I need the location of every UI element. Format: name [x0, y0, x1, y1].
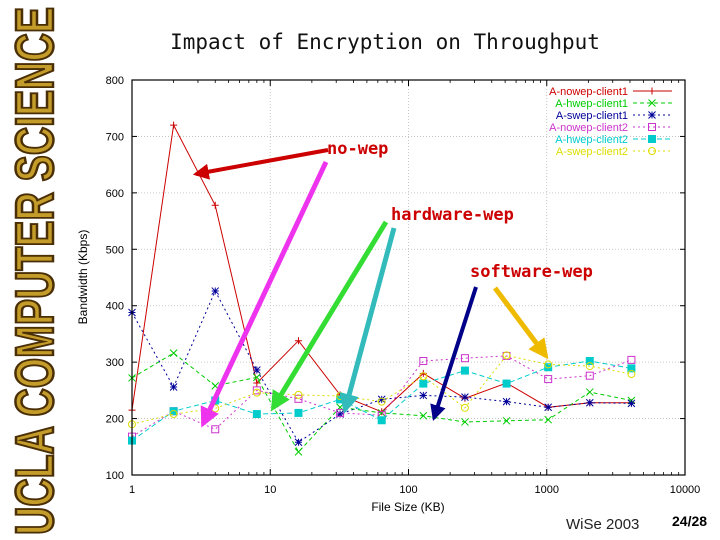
- data-point: [377, 397, 386, 406]
- data-point: [170, 121, 178, 129]
- legend-marker: [648, 111, 656, 119]
- data-point: [460, 366, 469, 375]
- data-point: [627, 355, 636, 364]
- data-point: [294, 408, 303, 417]
- data-point: [169, 407, 178, 416]
- page-number: 24/28: [672, 513, 708, 529]
- data-point: [294, 390, 303, 399]
- software-wep-arrow-client2: [493, 286, 549, 360]
- data-point: [211, 287, 220, 295]
- data-point: [544, 415, 553, 424]
- data-point: [211, 201, 219, 209]
- data-point: [544, 403, 553, 412]
- data-point: [627, 399, 636, 408]
- data-point: [419, 391, 428, 400]
- data-point: [502, 379, 511, 388]
- data-point: [169, 383, 178, 391]
- software-wep-arrow-client1: [430, 286, 478, 422]
- legend-marker: [648, 135, 656, 143]
- data-point: [377, 416, 386, 425]
- legend-label: A-hwep-client1: [555, 98, 628, 110]
- data-point: [252, 388, 261, 397]
- data-point: [627, 364, 636, 373]
- ucla-logo: UCLA COMPUTER SCIENCE: [4, 6, 67, 537]
- data-point: [461, 393, 469, 401]
- y-tick-label: 700: [106, 131, 124, 143]
- no-wep-arrow-nowep-series: [192, 148, 329, 180]
- legend-label: A-hwep-client2: [555, 134, 628, 146]
- data-point: [252, 386, 261, 395]
- data-point: [544, 360, 553, 369]
- hardware-wep-arrow-client1: [270, 220, 389, 412]
- annotation-software-wep: software-wep: [470, 262, 593, 282]
- annotation-hardware-wep: hardware-wep: [391, 205, 514, 225]
- x-tick-label: 1000: [535, 484, 559, 496]
- y-axis-label: Bandwidth (Kbps): [76, 230, 90, 325]
- x-tick-label: 1: [129, 484, 135, 496]
- y-tick-label: 400: [106, 301, 124, 313]
- logo-text: UCLA COMPUTER SCIENCE: [5, 7, 65, 535]
- legend-label: A-swep-client1: [556, 110, 628, 122]
- data-point: [252, 410, 261, 419]
- data-point: [585, 388, 594, 396]
- data-point: [544, 375, 553, 384]
- data-point: [460, 403, 469, 412]
- data-point: [294, 448, 303, 456]
- legend-marker: [648, 87, 656, 95]
- data-point: [585, 398, 594, 407]
- data-point: [419, 372, 428, 381]
- x-axis-label: File Size (KB): [371, 500, 444, 514]
- data-point: [460, 354, 469, 363]
- y-tick-label: 300: [106, 357, 124, 369]
- y-tick-label: 600: [106, 188, 124, 200]
- data-point: [294, 438, 303, 447]
- data-point: [627, 369, 636, 378]
- data-point: [502, 397, 511, 406]
- data-point: [419, 357, 428, 366]
- x-tick-label: 10: [264, 484, 276, 496]
- hardware-wep-arrow-client2: [339, 227, 397, 414]
- data-point: [502, 351, 511, 360]
- data-point: [585, 357, 594, 366]
- legend-marker: [648, 99, 656, 107]
- slide-title: Impact of Encryption on Throughput: [170, 30, 600, 54]
- series-line-A-swep-client2: [131, 354, 632, 425]
- data-point: [169, 349, 178, 357]
- legend-label: A-nowep-client2: [549, 122, 628, 134]
- data-point: [169, 410, 178, 419]
- data-point: [336, 410, 344, 418]
- legend-marker: [648, 147, 656, 155]
- data-point: [585, 371, 594, 380]
- no-wep-arrow-client2: [200, 160, 329, 428]
- data-point: [211, 425, 220, 434]
- y-tick-label: 100: [106, 470, 124, 482]
- y-tick-label: 500: [106, 244, 124, 256]
- legend-label: A-nowep-client1: [549, 86, 628, 98]
- data-point: [502, 416, 511, 425]
- data-point: [544, 363, 553, 372]
- y-tick-label: 200: [106, 414, 124, 426]
- data-point: [461, 418, 469, 426]
- annotation-no-wep: no-wep: [327, 139, 388, 159]
- data-point: [419, 379, 428, 388]
- data-point: [585, 362, 594, 371]
- data-point: [252, 373, 261, 382]
- legend-label: A-swep-client2: [556, 146, 628, 158]
- legend-marker: [648, 123, 656, 131]
- y-tick-label: 800: [106, 75, 124, 87]
- x-tick-label: 100: [399, 484, 417, 496]
- data-point: [377, 395, 386, 404]
- data-point: [252, 366, 261, 374]
- footer-conference: WiSe 2003: [566, 516, 640, 533]
- data-point: [253, 379, 261, 387]
- x-tick-label: 10000: [670, 484, 701, 496]
- data-point: [419, 411, 428, 420]
- data-point: [294, 337, 302, 345]
